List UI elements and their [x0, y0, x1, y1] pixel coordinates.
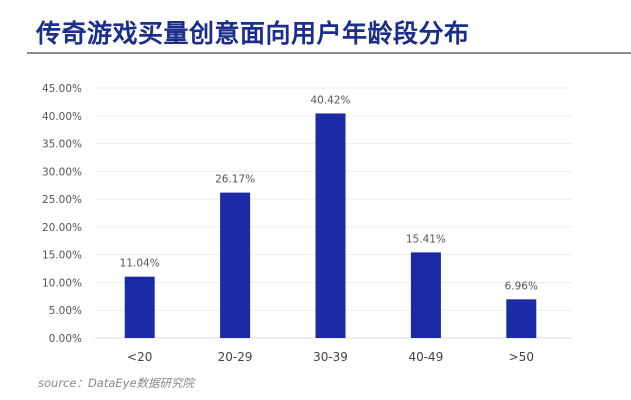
y-tick-label: 15.00%: [42, 250, 82, 262]
y-tick-label: 45.00%: [42, 83, 82, 95]
x-tick-label: 30-39: [313, 350, 348, 364]
data-label: 6.96%: [505, 280, 538, 292]
data-label: 26.17%: [215, 174, 255, 186]
y-tick-label: 25.00%: [42, 194, 82, 206]
data-label: 40.42%: [310, 94, 350, 106]
chart-title: 传奇游戏买量创意面向用户年龄段分布: [36, 19, 470, 48]
y-tick-label: 10.00%: [42, 277, 82, 289]
bar: [410, 252, 441, 338]
bar: [220, 192, 251, 338]
title-divider: [27, 52, 631, 54]
y-tick-label: 5.00%: [49, 305, 82, 317]
y-tick-label: 0.00%: [49, 333, 82, 345]
x-tick-label: <20: [127, 350, 152, 364]
bar: [124, 276, 155, 338]
x-tick-label: 20-29: [218, 350, 253, 364]
y-tick-label: 35.00%: [42, 139, 82, 151]
source-note: source：DataEye数据研究院: [38, 376, 195, 390]
y-tick-label: 40.00%: [42, 111, 82, 123]
data-label: 11.04%: [120, 258, 160, 270]
bar: [315, 113, 346, 338]
bar: [506, 299, 537, 338]
y-tick-label: 30.00%: [42, 166, 82, 178]
x-tick-label: 40-49: [408, 350, 443, 364]
x-tick-label: >50: [509, 350, 534, 364]
y-tick-label: 20.00%: [42, 222, 82, 234]
data-label: 15.41%: [406, 233, 446, 245]
